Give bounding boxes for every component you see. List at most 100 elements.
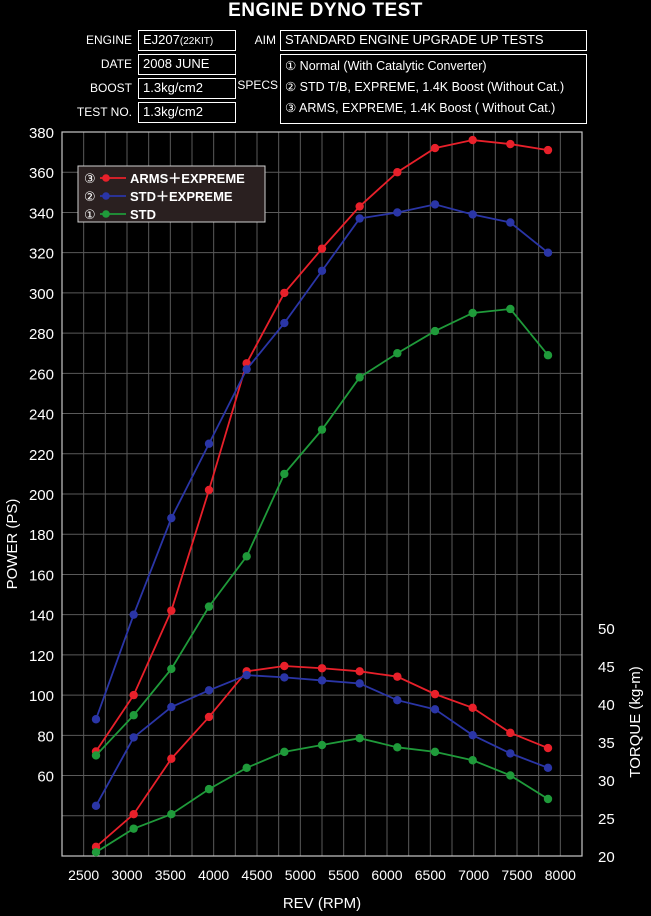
rpm-tick-label: 4000 xyxy=(198,867,229,883)
torque-series-2-point xyxy=(317,676,327,685)
power-tick-label: 280 xyxy=(29,326,54,343)
power-tick-label: 60 xyxy=(37,769,54,786)
plot-frame xyxy=(61,131,583,857)
torque-series-1-point xyxy=(280,661,289,671)
power-tick-label: 100 xyxy=(29,688,54,705)
torque-series-3-point xyxy=(280,747,289,757)
y-axis-label: POWER (PS) xyxy=(4,499,21,590)
torque-series-3-point xyxy=(355,734,364,743)
torque-series-2-point xyxy=(280,673,289,682)
legend-label: STD xyxy=(130,207,156,222)
power-series-2-point xyxy=(280,318,289,328)
torque-series-3-point xyxy=(506,771,515,780)
power-series-3-point xyxy=(355,373,364,382)
legend-swatch-point xyxy=(102,210,110,218)
power-series-1-point xyxy=(129,690,138,700)
power-series-3-point xyxy=(167,664,176,674)
power-tick-label: 200 xyxy=(29,487,54,504)
power-tick-label: 160 xyxy=(29,567,54,584)
legend-swatch-point xyxy=(102,192,110,200)
legend-marker: ② xyxy=(84,189,96,204)
torque-series-3-point xyxy=(204,784,214,794)
torque-series-2-point xyxy=(468,730,477,740)
power-series-2-point xyxy=(543,248,553,257)
spec-line-1: ① Normal (With Catalytic Converter) xyxy=(285,59,487,73)
torque-series-2-point xyxy=(242,670,251,680)
rpm-tick-label: 6000 xyxy=(371,867,402,883)
power-series-1-point xyxy=(543,145,553,155)
power-tick-labels: 60 80 100 120 140 160 180 200 220 240 260 280 300 320… xyxy=(29,125,54,786)
engine-value-small: (22KIT) xyxy=(179,36,214,47)
torque-series-1-point xyxy=(506,728,515,738)
rpm-tick-label: 3000 xyxy=(111,867,142,883)
torque-series-3-point xyxy=(129,824,138,833)
power-series-2-point xyxy=(430,200,440,209)
torque-series-2-point xyxy=(129,733,138,742)
torque-series-3 xyxy=(91,734,553,857)
torque-series-1-point xyxy=(355,667,364,676)
torque-series-2-point xyxy=(543,763,553,773)
rpm-tick-label: 8000 xyxy=(545,867,576,883)
torque-tick-label: 40 xyxy=(598,697,615,714)
power-tick-label: 360 xyxy=(29,165,54,182)
power-series-3-point xyxy=(317,425,327,434)
power-tick-label: 260 xyxy=(29,366,54,383)
power-tick-label: 340 xyxy=(29,205,54,222)
power-series-1-point xyxy=(204,485,214,495)
power-series-3-point xyxy=(543,351,553,360)
power-series-2-point xyxy=(506,218,515,227)
torque-tick-label: 30 xyxy=(598,773,615,790)
power-series-1-point xyxy=(393,168,402,177)
torque-series-1-point xyxy=(167,754,176,763)
chart-title: ENGINE DYNO TEST xyxy=(228,0,423,21)
power-series-2-point xyxy=(204,439,214,448)
power-series-3-point xyxy=(468,308,477,318)
torque-tick-labels: 20 25 30 35 40 45 50 xyxy=(598,621,615,866)
power-series-2-point xyxy=(355,214,364,223)
power-series-1-point xyxy=(317,244,327,253)
torque-series-1-point xyxy=(129,810,138,819)
torque-tick-label: 50 xyxy=(598,621,615,638)
boost-value: 1.3kg/cm2 xyxy=(138,78,236,99)
rpm-tick-labels: 2500 3000 3500 4000 4500 5000 5500 6000 6500 7000… xyxy=(68,867,576,883)
spec-line-3: ③ ARMS, EXPREME, 1.4K Boost ( Without Ca… xyxy=(285,101,556,115)
legend-label: STD＋EXPREME xyxy=(130,189,233,204)
power-series-3-point xyxy=(506,304,515,314)
power-series-3-point xyxy=(129,711,138,720)
power-series-1-point xyxy=(355,202,364,211)
torque-series-3-point xyxy=(91,848,101,857)
torque-series-1-point xyxy=(204,712,214,722)
power-series-2-point xyxy=(393,208,402,217)
power-tick-label: 320 xyxy=(29,246,54,263)
data-series xyxy=(91,135,553,857)
power-series-1-point xyxy=(506,139,515,149)
rpm-tick-label: 3500 xyxy=(155,867,186,883)
y2-axis-label: TORQUE (kg-m) xyxy=(627,666,644,777)
x-axis-label: REV (RPM) xyxy=(283,895,361,912)
power-tick-label: 80 xyxy=(37,728,54,745)
torque-series-2-point xyxy=(393,696,402,705)
power-series-1-point xyxy=(280,288,289,298)
power-series-2 xyxy=(91,200,553,724)
rpm-tick-label: 5000 xyxy=(285,867,316,883)
power-series-2-point xyxy=(167,513,176,523)
torque-series-2-point xyxy=(91,801,101,811)
power-series-1-point xyxy=(468,135,477,145)
power-series-3 xyxy=(91,304,553,760)
power-series-3-point xyxy=(393,349,402,358)
rpm-tick-label: 7000 xyxy=(458,867,489,883)
engine-value-box: EJ207(22KIT) xyxy=(138,30,236,51)
power-series-3-point xyxy=(242,552,251,561)
rpm-tick-label: 7500 xyxy=(501,867,532,883)
date-label: DATE xyxy=(100,57,132,71)
rpm-tick-label: 5500 xyxy=(328,867,359,883)
power-tick-label: 380 xyxy=(29,125,54,142)
torque-series-3-point xyxy=(543,794,553,804)
legend-marker: ③ xyxy=(84,171,96,186)
power-tick-label: 180 xyxy=(29,527,54,544)
power-series-3-point xyxy=(280,469,289,479)
aim-value: STANDARD ENGINE UPGRADE UP TESTS xyxy=(280,30,587,51)
torque-series-2-point xyxy=(430,705,440,714)
power-series-3-point xyxy=(91,751,101,760)
power-tick-label: 300 xyxy=(29,286,54,303)
